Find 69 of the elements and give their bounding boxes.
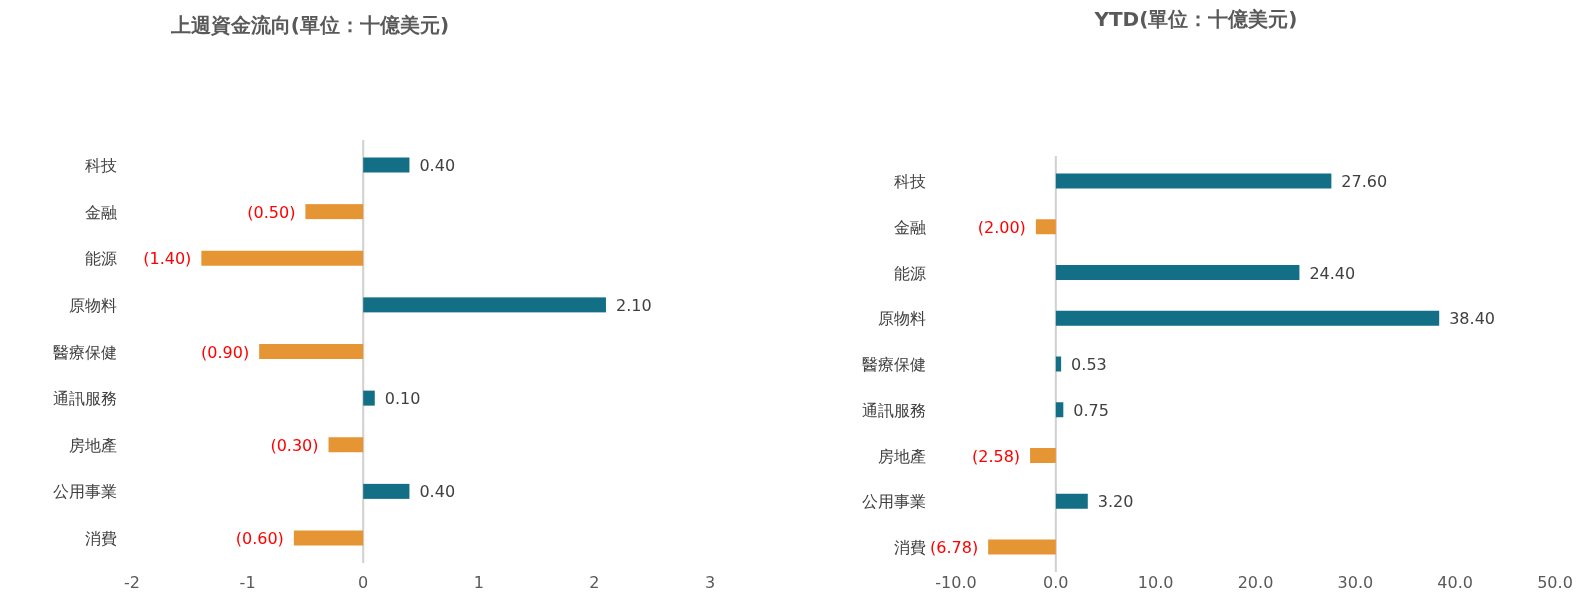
y-tick-label: 房地產 <box>878 446 926 466</box>
data-label: (6.78) <box>930 538 979 557</box>
bar <box>293 530 364 546</box>
x-tick-label: 0.0 <box>1043 573 1069 592</box>
data-label: (2.00) <box>977 217 1026 237</box>
data-label: 38.40 <box>1449 309 1496 329</box>
y-tick-label: 公用事業 <box>53 482 117 502</box>
data-label: 0.40 <box>419 156 456 175</box>
bar <box>1055 265 1300 280</box>
y-tick-label: 金融 <box>85 202 117 222</box>
x-tick-label: 40.0 <box>1437 573 1473 592</box>
data-label: (0.50) <box>247 202 296 222</box>
data-label: 0.75 <box>1073 400 1109 420</box>
data-label: 27.60 <box>1341 172 1388 191</box>
x-tick-label: -1 <box>239 573 256 592</box>
data-label: (0.60) <box>235 529 284 548</box>
bar <box>1055 356 1062 372</box>
x-tick-label: 3 <box>704 573 716 592</box>
y-tick-label: 醫療保健 <box>862 355 926 374</box>
x-tick-label: -2 <box>124 573 140 592</box>
bar <box>1030 448 1056 463</box>
bar <box>328 437 364 453</box>
y-tick-label: 醫療保健 <box>53 342 117 362</box>
data-label: (0.30) <box>270 435 319 455</box>
y-tick-label: 消費 <box>894 538 926 557</box>
bar <box>201 250 364 266</box>
bar <box>1055 493 1088 509</box>
bar <box>1055 402 1064 418</box>
bar <box>259 344 364 359</box>
x-tick-label: 10.0 <box>1137 573 1174 592</box>
y-tick-label: 通訊服務 <box>862 400 926 420</box>
y-tick-label: 通訊服務 <box>53 389 117 409</box>
chart-title: 上週資金流向(單位：十億美元) <box>169 13 450 37</box>
data-label: (1.40) <box>143 249 192 269</box>
data-label: 2.10 <box>615 295 652 315</box>
x-tick-label: 2 <box>589 573 600 592</box>
data-label: (0.90) <box>201 342 250 362</box>
bar <box>1035 219 1056 235</box>
bar <box>363 483 410 499</box>
x-tick-label: 1 <box>473 573 484 592</box>
x-tick-label: 50.0 <box>1537 573 1573 592</box>
y-tick-label: 金融 <box>894 217 926 237</box>
y-tick-label: 原物料 <box>69 295 117 315</box>
y-tick-label: 能源 <box>85 249 117 269</box>
y-tick-label: 科技 <box>894 172 926 191</box>
data-label: (2.58) <box>971 446 1021 466</box>
chart-title: YTD(單位：十億美元) <box>1093 7 1298 31</box>
bar <box>1055 310 1440 326</box>
x-tick-label: -10.0 <box>935 573 977 592</box>
x-tick-label: 20.0 <box>1237 573 1274 592</box>
bar <box>363 157 410 173</box>
y-tick-label: 科技 <box>85 156 117 175</box>
y-tick-label: 公用事業 <box>862 492 926 512</box>
y-tick-label: 原物料 <box>878 309 926 329</box>
y-tick-label: 消費 <box>85 529 117 548</box>
x-tick-label: 30.0 <box>1337 573 1374 592</box>
bar <box>1055 173 1332 189</box>
y-tick-label: 能源 <box>894 263 926 283</box>
bar <box>988 539 1056 555</box>
x-tick-label: 0 <box>358 573 369 592</box>
data-label: 0.10 <box>384 389 421 409</box>
bar <box>305 204 364 220</box>
y-tick-label: 房地產 <box>69 435 117 455</box>
bar <box>363 390 375 406</box>
bar <box>363 297 606 313</box>
data-label: 3.20 <box>1097 492 1134 512</box>
data-label: 0.40 <box>419 482 456 502</box>
data-label: 24.40 <box>1309 263 1356 283</box>
data-label: 0.53 <box>1071 355 1107 374</box>
